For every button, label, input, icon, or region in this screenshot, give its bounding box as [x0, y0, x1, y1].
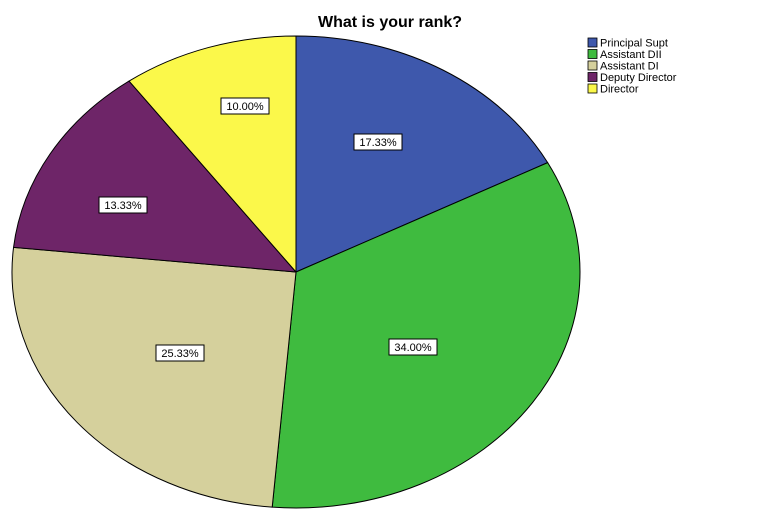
- data-label: 10.00%: [220, 97, 270, 115]
- data-label-box: [353, 133, 403, 151]
- legend-label: Assistant DI: [600, 61, 659, 73]
- data-label-text: 25.33%: [161, 348, 199, 360]
- legend-label: Principal Supt: [600, 38, 668, 50]
- legend-label: Director: [600, 84, 639, 96]
- data-label-text: 13.33%: [104, 200, 142, 212]
- data-label: 17.33%: [353, 133, 403, 151]
- chart-title: What is your rank?: [318, 14, 462, 31]
- data-label-text: 34.00%: [394, 342, 432, 354]
- pie-slice-director: [128, 35, 297, 273]
- legend-swatch: [587, 49, 598, 59]
- data-label-text: 10.00%: [226, 101, 264, 113]
- data-label: 34.00%: [388, 338, 438, 356]
- legend-label: Deputy Director: [600, 72, 677, 84]
- data-label-box: [155, 344, 205, 362]
- legend-item: Assistant DI: [587, 60, 659, 73]
- pie-slice-deputy-director: [13, 80, 297, 273]
- legend-swatch: [587, 60, 598, 71]
- legend-swatch: [587, 72, 598, 82]
- data-label: 13.33%: [98, 196, 148, 214]
- data-label-box: [98, 196, 148, 214]
- data-label-box: [388, 338, 438, 356]
- pie-slice-principal-supt: [295, 35, 549, 273]
- pie-slice-assistant-dii: [271, 162, 581, 509]
- legend-item: Director: [587, 83, 639, 96]
- pie-slice-assistant-di: [11, 246, 297, 508]
- legend-item: Assistant DII: [587, 49, 662, 61]
- legend-item: Deputy Director: [587, 72, 677, 84]
- legend-label: Assistant DII: [600, 49, 662, 61]
- legend-item: Principal Supt: [587, 37, 668, 50]
- data-label-box: [220, 97, 270, 115]
- data-label-text: 17.33%: [359, 137, 397, 149]
- pie-data-labels: 17.33% 34.00% 25.33% 13.33% 10.00%: [98, 97, 438, 362]
- data-label: 25.33%: [155, 344, 205, 362]
- legend-swatch: [587, 37, 598, 48]
- legend-swatch: [587, 83, 598, 94]
- pie-slices: [11, 35, 581, 509]
